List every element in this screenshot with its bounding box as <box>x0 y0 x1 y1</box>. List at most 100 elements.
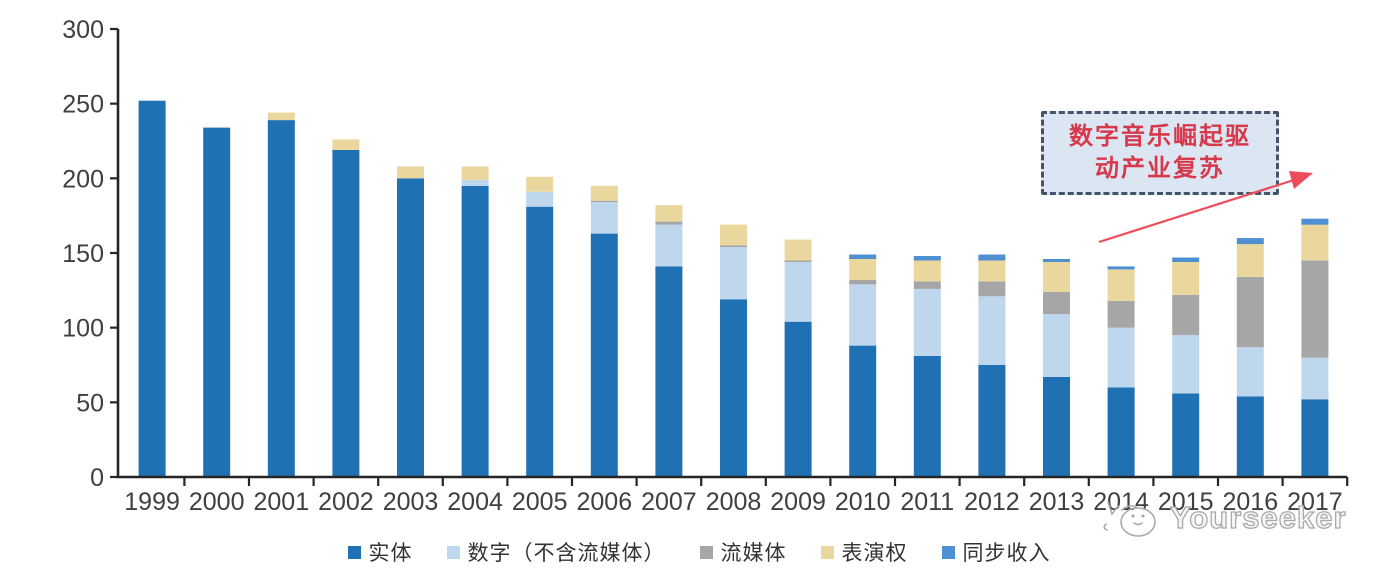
bar-segment <box>784 239 812 261</box>
bar-segment <box>720 299 747 477</box>
bar-segment <box>1236 238 1264 245</box>
bar-segment <box>526 176 554 192</box>
annotation-text-line1: 数字音乐崛起驱 <box>1069 123 1251 150</box>
bar-segment <box>720 245 747 247</box>
bar-segment <box>461 166 489 180</box>
x-tick-label: 2014 <box>1093 488 1149 516</box>
bar-segment <box>849 345 877 477</box>
bar-segment <box>461 179 489 186</box>
bar-segment <box>1301 224 1329 261</box>
legend-label: 表演权 <box>841 542 908 565</box>
legend-swatch <box>347 545 361 559</box>
bar-segment <box>913 356 941 477</box>
bar-segment <box>1301 218 1329 225</box>
bar-segment <box>1301 399 1329 477</box>
bar-segment <box>1172 262 1200 295</box>
bar-segment <box>1043 259 1070 262</box>
y-tick-label: 0 <box>90 464 104 492</box>
bar-segment <box>720 224 747 246</box>
bar-segment <box>1043 262 1070 292</box>
legend-swatch <box>941 545 955 559</box>
bar-segment <box>978 254 1006 261</box>
yourseeker-logo-icon <box>1103 501 1156 537</box>
y-tick-label: 300 <box>62 16 104 44</box>
watermark-text: Yourseeker <box>1169 499 1347 535</box>
bar-segment <box>1236 347 1264 397</box>
bar-segment <box>913 260 941 282</box>
bar-segment <box>1107 266 1135 270</box>
bar-segment <box>526 191 554 207</box>
x-tick-label: 2002 <box>318 488 374 516</box>
bar-segment <box>849 259 877 280</box>
bar-segment <box>332 139 360 150</box>
bar-segment <box>913 281 941 289</box>
bar-segment <box>849 254 877 259</box>
x-tick-label: 2012 <box>964 488 1020 516</box>
bar-segment <box>1301 260 1329 358</box>
bar-segment <box>849 279 877 285</box>
bar-segment <box>138 100 166 477</box>
watermark: Yourseeker <box>1098 494 1347 542</box>
legend-swatch <box>699 545 713 559</box>
bar-segment <box>397 178 424 478</box>
x-tick-label: 2009 <box>770 488 826 516</box>
bar-segment <box>267 112 295 121</box>
x-tick-label: 2001 <box>253 488 309 516</box>
x-tick-label: 1999 <box>124 488 180 516</box>
legend-swatch <box>820 545 834 559</box>
bar-segment <box>1301 357 1329 400</box>
bar-segment <box>203 127 231 477</box>
bar-segment <box>590 202 618 234</box>
bar-segment <box>1172 335 1200 394</box>
legend-item: 数字（不含流媒体） <box>446 537 666 567</box>
y-tick-label: 50 <box>76 389 104 417</box>
bar-segment <box>655 205 683 222</box>
bar-segment <box>1043 376 1070 477</box>
x-tick-label: 2008 <box>706 488 762 516</box>
bar-segment <box>655 266 683 477</box>
bar-segment <box>655 224 683 267</box>
x-tick-label: 2015 <box>1158 488 1214 516</box>
bar-segment <box>1107 327 1135 388</box>
legend-label: 数字（不含流媒体） <box>467 542 666 565</box>
x-tick-label: 2013 <box>1029 488 1085 516</box>
bar-segment <box>913 288 941 356</box>
bar-segment <box>655 221 683 225</box>
legend-item: 流媒体 <box>699 537 787 567</box>
x-tick-label: 2000 <box>189 488 245 516</box>
bar-segment <box>461 185 489 478</box>
bar-segment <box>913 256 941 261</box>
bar-segment <box>1043 291 1070 315</box>
x-tick-label: 2005 <box>512 488 568 516</box>
x-tick-label: 2003 <box>383 488 439 516</box>
bar-segment <box>590 200 618 203</box>
legend-item: 实体 <box>347 537 413 567</box>
bar-segment <box>590 185 618 201</box>
bar-segment <box>784 260 812 262</box>
legend-label: 实体 <box>368 542 413 565</box>
x-tick-label: 2006 <box>576 488 632 516</box>
x-tick-label: 2010 <box>835 488 891 516</box>
annotation-text-line2: 动产业复苏 <box>1095 155 1225 182</box>
legend-swatch <box>446 545 460 559</box>
bar-segment <box>1172 257 1200 262</box>
legend: 实体 数字（不含流媒体） 流媒体 表演权 同步收入 <box>0 537 1398 567</box>
y-tick-label: 100 <box>62 315 104 343</box>
x-tick-label: 2016 <box>1222 488 1278 516</box>
x-tick-label: 2007 <box>641 488 697 516</box>
bar-segment <box>332 150 360 477</box>
legend-item: 表演权 <box>820 537 908 567</box>
bar-segment <box>1107 269 1135 301</box>
bar-segment <box>526 206 554 477</box>
bar-segment <box>720 247 747 300</box>
legend-item: 同步收入 <box>941 537 1051 567</box>
bar-segment <box>1236 244 1264 277</box>
bar-segment <box>849 284 877 346</box>
bar-segment <box>1236 276 1264 348</box>
y-tick-label: 150 <box>62 240 104 268</box>
bar-segment <box>590 233 618 477</box>
bar-segment <box>1107 300 1135 328</box>
bar-segment <box>267 120 295 477</box>
